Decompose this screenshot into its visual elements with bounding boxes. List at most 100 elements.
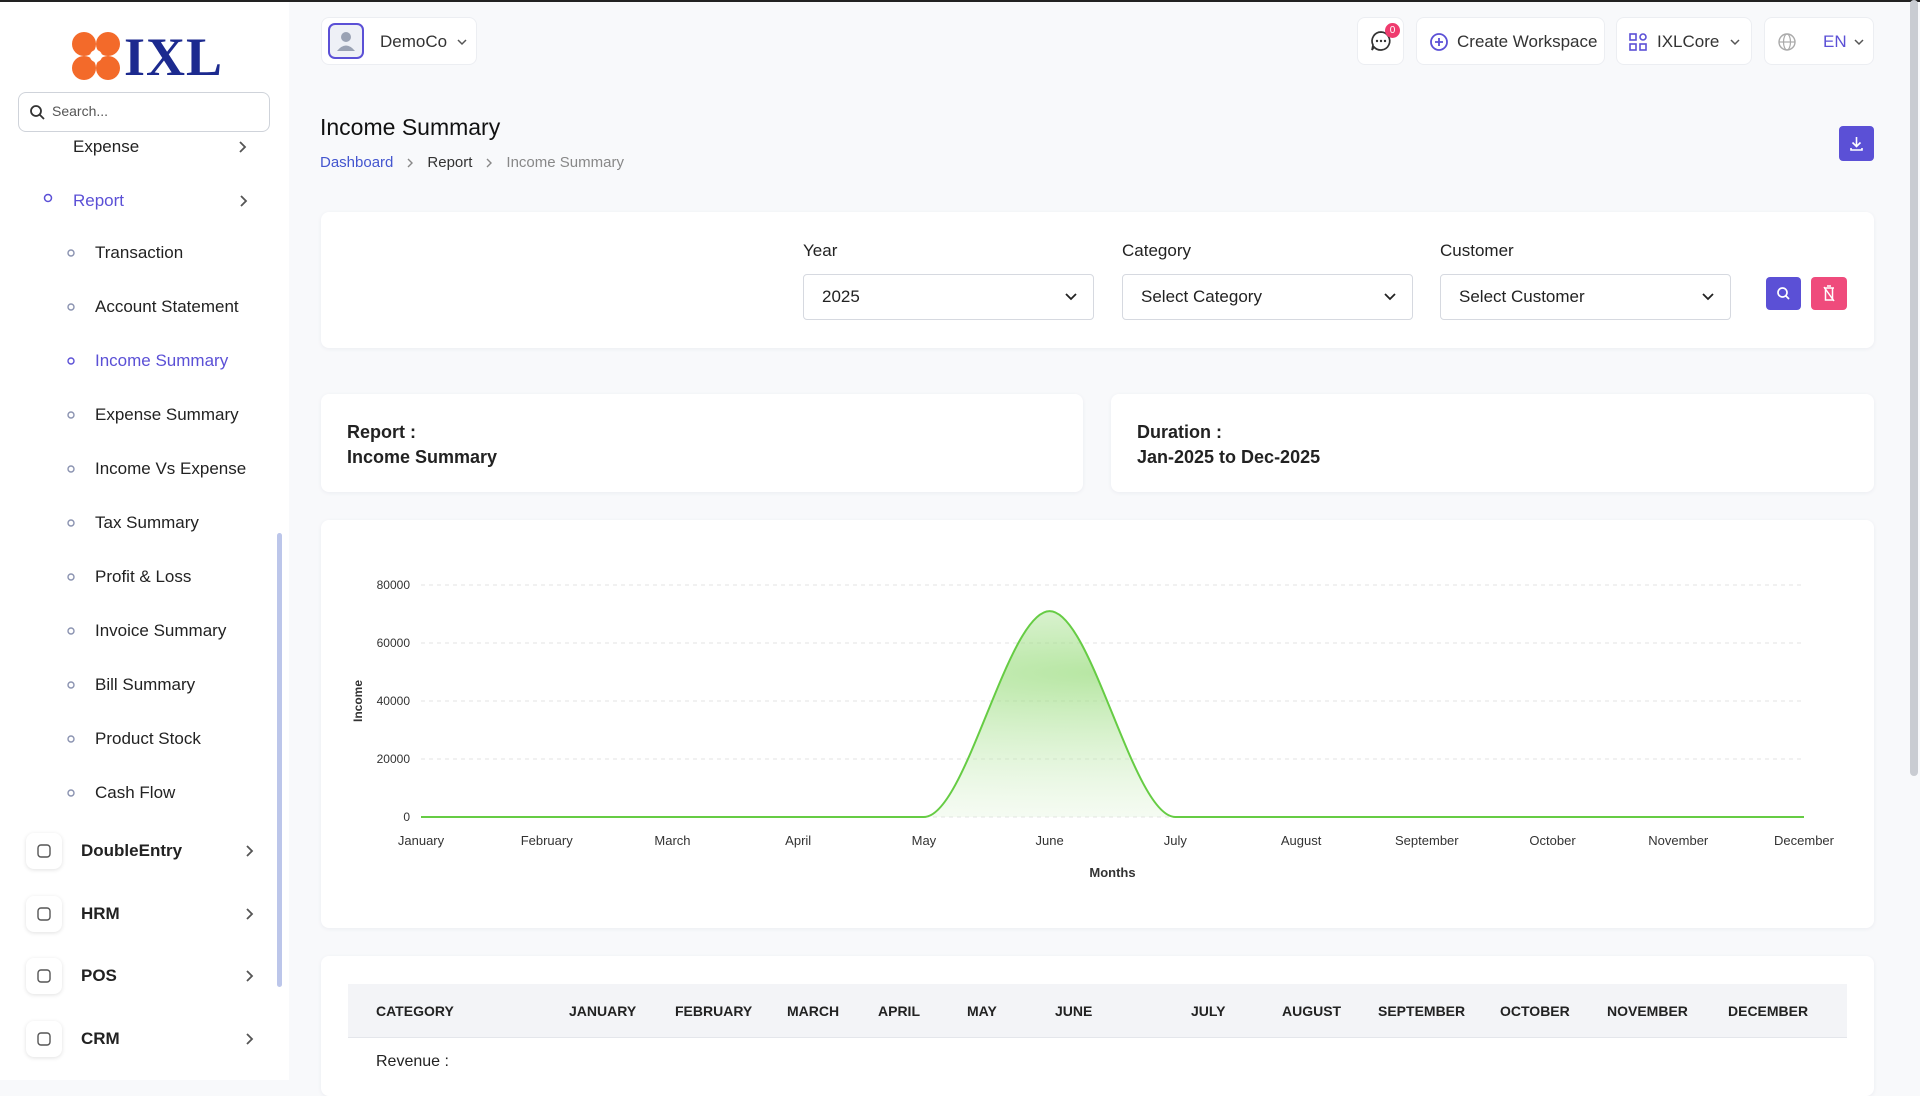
module-glyph-shape — [37, 906, 51, 921]
menu-clip: Expense — [0, 138, 289, 168]
plus-icon — [1430, 33, 1448, 51]
reset-button[interactable] — [1811, 277, 1847, 310]
submenu-item[interactable]: Transaction — [95, 243, 184, 262]
bullet-dot — [67, 249, 75, 257]
table-header-cell: FEBRUARY — [675, 1003, 753, 1019]
search-button[interactable] — [1766, 277, 1801, 310]
bullet-dot — [67, 627, 75, 635]
table-header-cell: JANUARY — [569, 1003, 637, 1019]
bullet-dot — [67, 465, 75, 473]
x-tick-label: April — [785, 833, 811, 848]
module-item[interactable]: DoubleEntry — [81, 841, 183, 860]
submenu-item[interactable]: Income Vs Expense — [95, 459, 247, 478]
module-item[interactable]: CRM — [81, 1028, 120, 1048]
breadcrumb-link[interactable]: Report — [427, 154, 473, 171]
bullet-dot — [67, 789, 75, 797]
menu-item-active[interactable]: Report — [73, 191, 125, 210]
chevron-path — [1702, 293, 1714, 301]
submenu-item[interactable]: Product Stock — [95, 729, 201, 748]
workspace-name: DemoCo — [380, 32, 448, 51]
table-header-cell: APRIL — [878, 1003, 920, 1019]
filter-select[interactable]: Select Customer — [1440, 274, 1731, 320]
bullet-dot — [67, 735, 75, 743]
filter-select[interactable]: 2025 — [803, 274, 1094, 320]
table-header-cell: DECEMBER — [1728, 1003, 1809, 1019]
bullet-dot — [67, 519, 75, 527]
submenu-item-active[interactable]: Income Summary — [95, 351, 229, 370]
table-cell: Revenue : — [376, 1053, 449, 1070]
menu-item[interactable]: Expense — [73, 138, 140, 156]
summary-label: Report : — [347, 422, 416, 442]
download-button[interactable] — [1839, 126, 1874, 161]
x-tick-label: January — [398, 833, 445, 848]
submenu-item[interactable]: Cash Flow — [95, 783, 176, 802]
module-glyph — [37, 844, 51, 858]
chart: 0 20000 40000 60000 80000 January February Marc… — [351, 578, 1835, 880]
chevron — [239, 141, 247, 153]
chevron — [1384, 293, 1396, 301]
y-tick-label: 80000 — [377, 578, 411, 592]
chevron-path — [1384, 293, 1396, 301]
bullet — [67, 735, 75, 743]
breadcrumb-current: Income Summary — [506, 154, 624, 171]
submenu-item[interactable]: Invoice Summary — [95, 621, 227, 640]
download-icon — [1850, 137, 1863, 151]
workspace-select[interactable]: DemoCo — [321, 17, 477, 65]
chevron — [246, 907, 254, 920]
chevron-path — [246, 970, 254, 982]
language-select[interactable]: EN — [1764, 17, 1874, 65]
module-item[interactable]: POS — [81, 966, 117, 985]
submenu-item[interactable]: Account Statement — [95, 297, 239, 316]
table-header-cell: MARCH — [787, 1003, 840, 1019]
messages-button[interactable]: 0 — [1357, 17, 1404, 65]
chevron — [1065, 293, 1077, 301]
chevron-path — [246, 1032, 254, 1045]
y-tick-label: 20000 — [377, 752, 411, 766]
filter-label: Category — [1122, 241, 1191, 260]
create-workspace-button[interactable]: Create Workspace — [1416, 17, 1605, 65]
module-icon — [26, 958, 62, 994]
avatar — [328, 23, 364, 59]
search-icon — [1777, 287, 1790, 300]
x-tick-label: September — [1395, 833, 1459, 848]
x-tick-label: November — [1648, 833, 1709, 848]
breadcrumb-separator — [486, 158, 493, 167]
search-box[interactable]: Search... — [18, 92, 270, 132]
submenu-item[interactable]: Tax Summary — [95, 513, 199, 532]
table-header-cell: OCTOBER — [1500, 1003, 1570, 1019]
x-tick-label: June — [1036, 833, 1064, 848]
module-icon — [26, 895, 62, 932]
submenu-item[interactable]: Expense Summary — [95, 405, 239, 424]
report-card: Report : Income Summary — [321, 394, 1083, 492]
x-tick-label: March — [654, 833, 690, 848]
y-tick-label: 40000 — [377, 694, 411, 708]
bullet-dot — [67, 411, 75, 419]
filter-select[interactable]: Select Category — [1122, 274, 1413, 320]
globe-icon — [1778, 33, 1796, 51]
summary-value: Jan-2025 to Dec-2025 — [1137, 447, 1321, 467]
page-scrollbar — [1910, 0, 1918, 776]
filter-value: Select Category — [1141, 287, 1262, 306]
table-header-row — [348, 984, 1847, 1038]
logo-text: IXL — [124, 27, 224, 87]
submenu-item[interactable]: Profit & Loss — [95, 567, 192, 586]
y-tick-label: 60000 — [377, 636, 411, 650]
table-header-cell: JUNE — [1055, 1003, 1093, 1019]
app-select[interactable]: IXLCore — [1616, 17, 1752, 65]
chevron-path — [1065, 293, 1077, 301]
module-glyph-shape — [37, 969, 51, 983]
submenu-item[interactable]: Bill Summary — [95, 675, 196, 694]
bullet — [67, 303, 75, 311]
y-axis-label: Income — [351, 680, 365, 722]
app-name: IXLCore — [1657, 32, 1720, 51]
breadcrumb-link[interactable]: Dashboard — [320, 154, 394, 171]
top-border — [0, 0, 1920, 2]
bullet — [67, 465, 75, 473]
filter-label: Year — [803, 241, 838, 260]
module-item[interactable]: HRM — [81, 903, 120, 923]
area — [421, 611, 1804, 817]
bullet — [67, 249, 75, 257]
bullet-dot — [67, 303, 75, 311]
